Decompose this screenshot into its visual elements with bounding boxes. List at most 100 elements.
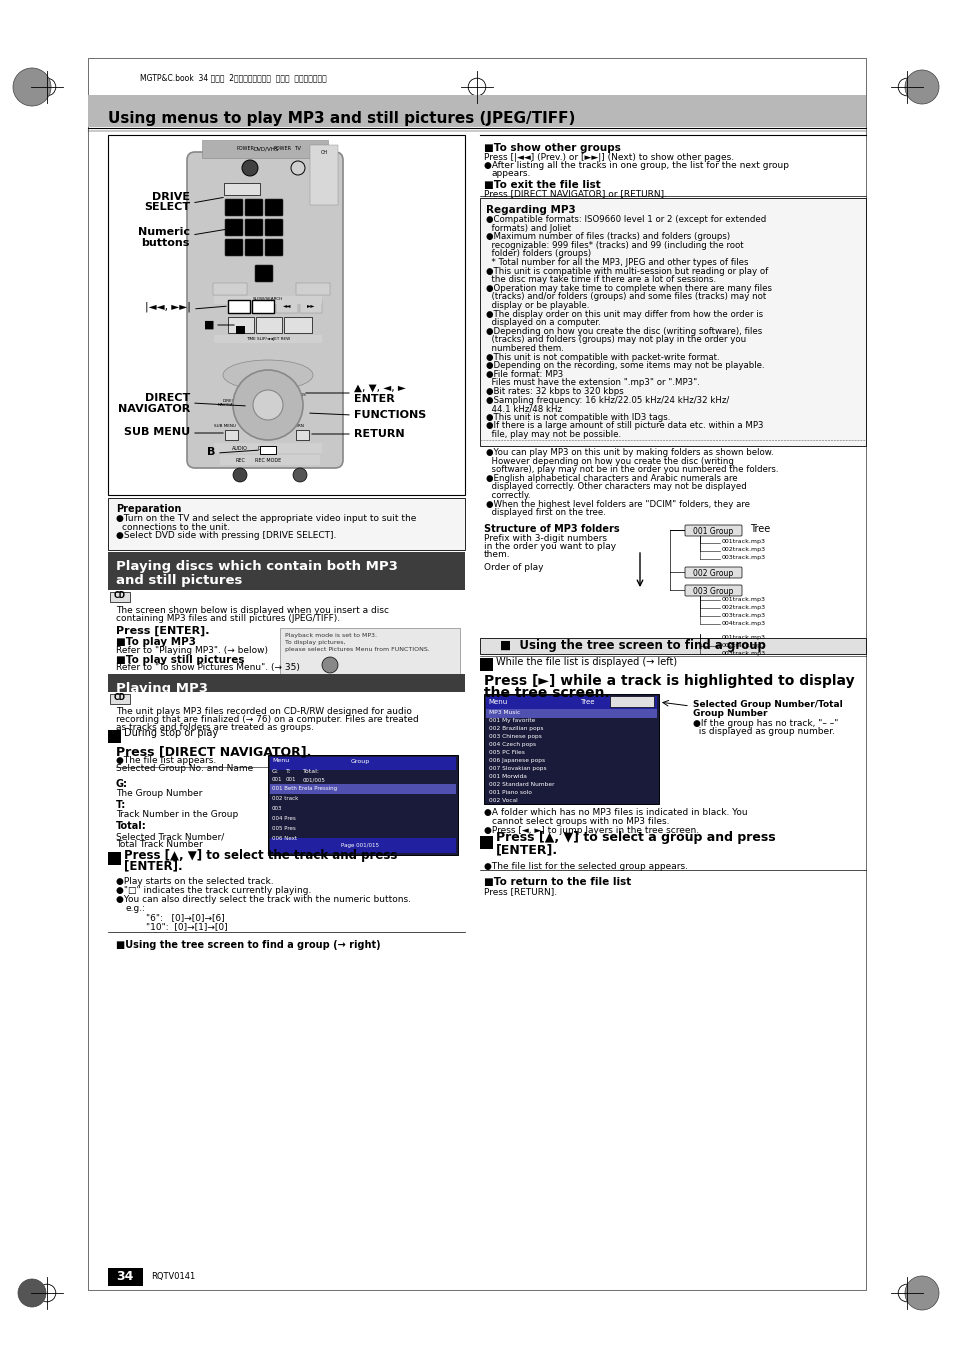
Bar [299,300,322,313]
FancyBboxPatch shape [225,219,243,236]
Text: recognizable: 999 files* (tracks) and 99 (including the root: recognizable: 999 files* (tracks) and 99… [485,240,742,250]
Bar [485,696,657,709]
Text: ●The file list for the selected group appears.: ●The file list for the selected group ap… [483,862,687,871]
Text: 001 My favorite: 001 My favorite [489,717,535,723]
Bar [108,674,464,692]
Bar [252,300,274,313]
Text: 003track.mp3: 003track.mp3 [721,650,765,655]
Text: ●This unit is not compatible with packet-write format.: ●This unit is not compatible with packet… [485,353,719,362]
Text: SELECT: SELECT [144,203,190,212]
Bar [483,694,659,804]
Text: SUB MENU: SUB MENU [124,427,190,436]
FancyBboxPatch shape [245,239,263,255]
Text: G:: G: [272,769,278,774]
Text: Track Number in the Group: Track Number in the Group [116,811,238,819]
Text: ●Play starts on the selected track.: ●Play starts on the selected track. [116,877,274,886]
Text: as tracks and folders are treated as groups.: as tracks and folders are treated as gro… [116,723,314,732]
Text: containing MP3 files and still pictures (JPEG/TIFF).: containing MP3 files and still pictures … [116,613,340,623]
Text: Menu: Menu [488,698,507,705]
Circle shape [18,1279,46,1306]
Text: T:: T: [116,800,126,811]
Bar [609,696,654,707]
Text: However depending on how you create the disc (writing: However depending on how you create the … [485,457,733,466]
Text: Menu: Menu [272,758,289,763]
Text: DRIVE: DRIVE [234,185,250,189]
Text: ●Press [◄, ►] to jump layers in the tree screen.: ●Press [◄, ►] to jump layers in the tree… [483,825,699,835]
Text: 1: 1 [230,203,237,213]
Text: appears.: appears. [492,169,531,178]
Text: ●Operation may take time to complete when there are many files: ●Operation may take time to complete whe… [485,284,771,293]
Text: 2: 2 [250,203,257,213]
Text: DRIVE: DRIVE [152,192,190,203]
Circle shape [13,68,51,105]
Text: Files must have the extension ".mp3" or ".MP3".: Files must have the extension ".mp3" or … [485,378,700,388]
Text: ●A folder which has no MP3 files is indicated in black. You: ●A folder which has no MP3 files is indi… [483,808,747,817]
Text: Tree: Tree [579,698,594,705]
Text: Total:: Total: [303,769,319,774]
Bar [485,709,657,717]
Text: folder) folders (groups): folder) folders (groups) [485,250,591,258]
Text: ▲, ▼, ◄, ►: ▲, ▼, ◄, ► [354,382,405,393]
Bar [110,694,130,704]
Text: 004 Pres: 004 Pres [272,816,295,821]
Bar [224,182,260,195]
Text: ■To exit the file list: ■To exit the file list [483,180,600,190]
Bar [108,1269,143,1286]
Text: DIRECT: DIRECT [145,393,190,403]
Text: REC: REC [234,458,245,462]
Text: buttons: buttons [141,238,190,249]
Bar [108,135,464,494]
Bar [310,145,337,205]
Text: 001track.mp3: 001track.mp3 [721,539,765,544]
FancyBboxPatch shape [187,153,343,467]
Text: II: II [267,326,271,331]
Text: 7: 7 [230,243,237,253]
Text: 001 Piano solo: 001 Piano solo [489,790,532,794]
Bar [228,300,250,313]
Text: file, play may not be possible.: file, play may not be possible. [485,430,620,439]
Bar [479,658,493,671]
Text: 9: 9 [270,243,277,253]
Text: 003track.mp3: 003track.mp3 [721,612,765,617]
Text: |◄◄, ►►|: |◄◄, ►►| [145,301,191,312]
Text: ►: ► [278,403,285,412]
FancyBboxPatch shape [684,526,741,536]
Text: 005 Pres: 005 Pres [272,825,295,831]
Text: Press [▲, ▼] to select the track and press: Press [▲, ▼] to select the track and pre… [124,848,397,862]
Text: ●"□" indicates the track currently playing.: ●"□" indicates the track currently playi… [116,886,311,894]
Text: ●Compatible formats: ISO9660 level 1 or 2 (except for extended: ●Compatible formats: ISO9660 level 1 or … [485,215,765,224]
Text: REC MODE: REC MODE [254,458,281,462]
Text: 1: 1 [482,659,490,669]
Text: displayed first on the tree.: displayed first on the tree. [485,508,605,517]
Text: 002 Vocal: 002 Vocal [489,798,517,802]
Text: correctly.: correctly. [485,490,530,500]
Text: During stop or play: During stop or play [124,728,218,738]
Text: CD: CD [113,592,126,600]
Circle shape [904,70,938,104]
Text: ●This unit is not compatible with ID3 tags.: ●This unit is not compatible with ID3 ta… [485,413,670,422]
Text: POWER: POWER [236,146,254,151]
Ellipse shape [223,359,313,390]
Text: "6":   [0]→[0]→[6]: "6": [0]→[0]→[6] [146,913,225,921]
Text: ■To show other groups: ■To show other groups [483,143,620,153]
Text: PLAY: PLAY [292,320,304,326]
Bar [108,730,121,743]
Text: Playing MP3: Playing MP3 [116,682,208,694]
Text: Tree: Tree [749,524,769,534]
Text: displayed on a computer.: displayed on a computer. [485,319,600,327]
Text: 003: 003 [272,807,282,811]
Text: ■: ■ [203,320,213,330]
Text: 3: 3 [270,203,277,213]
Text: 2: 2 [111,852,118,863]
Text: 004track.mp3: 004track.mp3 [721,620,765,626]
Text: PAUSE: PAUSE [260,320,277,326]
Circle shape [233,467,247,482]
Text: 004 Czech pops: 004 Czech pops [489,742,536,747]
Text: Press [DIRECT NAVIGATOR] or [RETURN].: Press [DIRECT NAVIGATOR] or [RETURN]. [483,189,666,199]
Text: Press [|◄◄] (Prev.) or [►►|] (Next) to show other pages.: Press [|◄◄] (Prev.) or [►►|] (Next) to s… [483,153,734,162]
Text: ■Using the tree screen to find a group (→ right): ■Using the tree screen to find a group (… [116,940,380,950]
Circle shape [293,467,307,482]
Text: ENTER: ENTER [257,405,278,411]
Text: |◄◄: |◄◄ [233,303,245,309]
Text: DIRECT
NAVIGATOR: DIRECT NAVIGATOR [218,399,242,407]
